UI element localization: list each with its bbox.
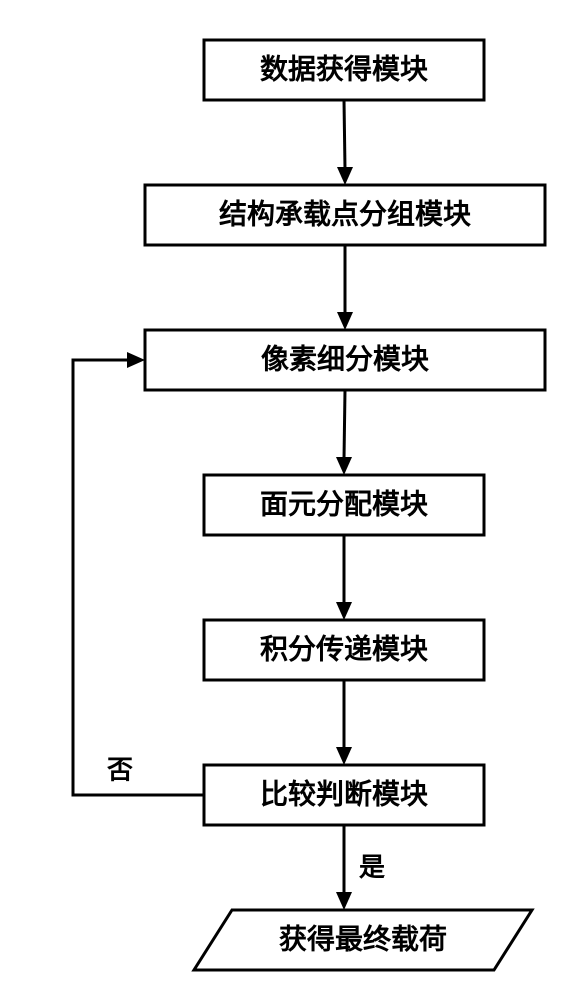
flowchart-diagram: 数据获得模块结构承载点分组模块像素细分模块面元分配模块积分传递模块比较判断模块获…	[0, 0, 584, 1000]
edge-label: 否	[107, 756, 133, 785]
arrowhead-icon	[336, 602, 352, 620]
arrowhead-icon	[337, 312, 353, 330]
node-label: 比较判断模块	[260, 778, 428, 811]
node-label: 面元分配模块	[260, 489, 428, 521]
flowchart-node: 比较判断模块	[204, 765, 484, 825]
flowchart-node: 像素细分模块	[145, 330, 545, 390]
node-label: 积分传递模块	[260, 633, 428, 666]
flow-edge	[344, 100, 345, 169]
arrowhead-icon	[337, 167, 353, 185]
flow-edge	[344, 390, 345, 459]
node-label: 结构承载点分组模块	[219, 199, 471, 231]
flowchart-node: 数据获得模块	[204, 40, 484, 100]
node-label: 数据获得模块	[260, 54, 428, 86]
flowchart-node: 结构承载点分组模块	[145, 185, 545, 245]
arrowhead-icon	[336, 747, 352, 765]
loop-edge	[73, 360, 204, 795]
arrowhead-icon	[127, 352, 145, 368]
node-label: 获得最终载荷	[279, 924, 447, 956]
flowchart-node: 面元分配模块	[204, 475, 484, 535]
node-label: 像素细分模块	[261, 343, 429, 376]
flowchart-node: 积分传递模块	[204, 620, 484, 680]
arrowhead-icon	[336, 457, 352, 475]
arrowhead-icon	[336, 892, 352, 910]
flowchart-node: 获得最终载荷	[194, 910, 532, 970]
edge-label: 是	[359, 853, 385, 882]
